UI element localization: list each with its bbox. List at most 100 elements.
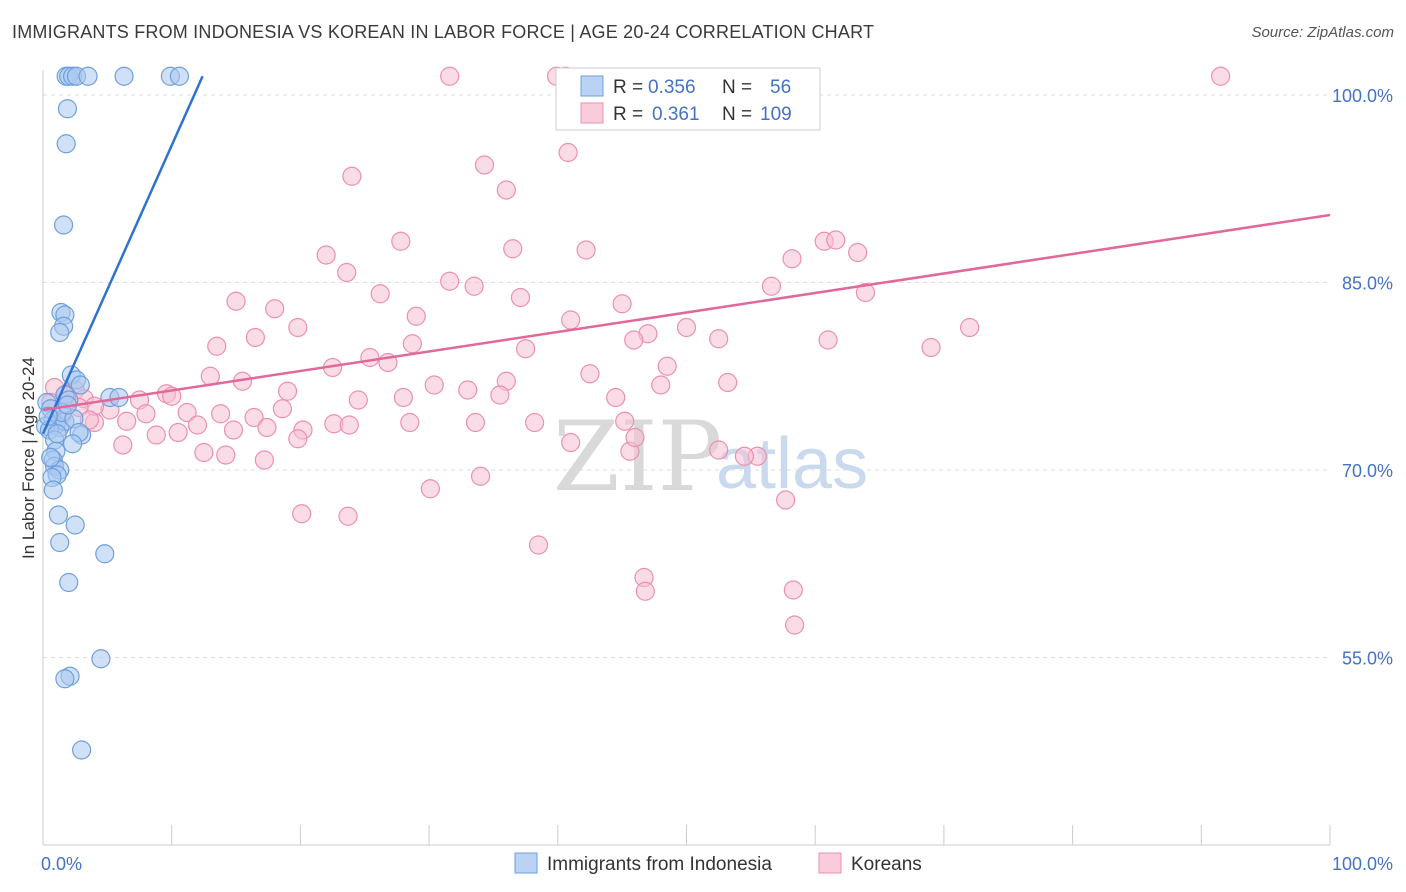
legend-n-value-koreans: 109	[760, 104, 792, 125]
korean-point-34	[207, 336, 227, 356]
korean-point-83	[785, 615, 805, 635]
legend-r-label-indonesia: R =	[613, 77, 643, 98]
indonesia-point-42	[95, 544, 115, 564]
y-tick-label-3: 100.0%	[1332, 86, 1393, 106]
korean-point-53	[211, 404, 231, 424]
korean-point-40	[624, 330, 644, 350]
korean-point-30	[676, 317, 697, 338]
indonesia-point-53	[47, 424, 67, 444]
korean-point-0	[440, 66, 460, 86]
korean-point-68	[146, 425, 166, 445]
korean-point-62	[187, 415, 208, 435]
korean-point-33	[921, 337, 941, 358]
korean-point-9	[503, 239, 523, 259]
korean-point-105	[606, 387, 626, 408]
korean-point-92	[561, 432, 581, 453]
indonesia-point-39	[48, 505, 69, 525]
korean-point-31	[709, 329, 729, 349]
korean-point-5	[474, 155, 495, 175]
korean-point-104	[490, 385, 510, 405]
indonesia-point-5	[114, 66, 134, 86]
korean-point-109	[348, 390, 368, 410]
indonesia-point-43	[59, 572, 79, 593]
indonesia-point-54	[63, 434, 83, 454]
korean-point-76	[470, 466, 491, 486]
korean-point-12	[782, 249, 802, 269]
legend-bottom-swatch-koreans	[818, 852, 842, 874]
indonesia-point-10	[53, 215, 74, 235]
legend-r-value-koreans: 0.361	[652, 104, 700, 125]
korean-point-71	[254, 450, 274, 470]
korean-point-65	[288, 429, 308, 449]
indonesia-point-55	[41, 447, 61, 468]
legend-swatch-koreans	[580, 102, 604, 124]
korean-point-26	[265, 299, 285, 319]
legend-bottom-label-indonesia: Immigrants from Indonesia	[547, 854, 772, 875]
x-tick-marks	[42, 825, 1331, 845]
korean-point-82	[783, 580, 803, 600]
korean-point-63	[223, 420, 244, 440]
koreans-points	[41, 66, 1231, 635]
korean-point-72	[339, 415, 359, 435]
korean-point-91	[625, 427, 645, 448]
korean-point-77	[292, 504, 312, 524]
y-tick-label-1: 70.0%	[1342, 461, 1393, 481]
korean-point-89	[615, 411, 635, 431]
indonesia-point-17	[70, 375, 90, 395]
korean-point-54	[244, 407, 264, 428]
legend-r-label-koreans: R =	[613, 104, 643, 125]
korean-point-25	[226, 291, 246, 311]
x-tick-labels: 0.0% 100.0%	[41, 854, 1393, 874]
korean-trend-line	[42, 213, 1331, 412]
korean-point-48	[458, 380, 478, 400]
korean-point-23	[855, 282, 875, 303]
y-tick-label-0: 55.0%	[1342, 649, 1393, 669]
korean-point-41	[657, 356, 677, 376]
korean-point-59	[117, 411, 137, 431]
korean-point-4	[558, 142, 578, 163]
korean-point-69	[194, 442, 214, 463]
watermark: ZIP atlas	[553, 401, 868, 513]
korean-point-36	[288, 317, 308, 338]
trend-lines	[41, 75, 1331, 435]
korean-point-14	[826, 230, 846, 250]
indonesia-point-7	[169, 66, 190, 86]
indonesia-points	[35, 66, 190, 760]
chart-title: IMMIGRANTS FROM INDONESIA VS KOREAN IN L…	[12, 22, 875, 42]
korean-point-39	[516, 339, 536, 359]
korean-point-107	[651, 375, 671, 395]
korean-point-21	[612, 294, 632, 314]
korean-point-19	[464, 276, 484, 296]
legend-r-value-indonesia: 0.356	[648, 77, 696, 98]
korean-point-75	[420, 479, 440, 499]
korean-point-8	[391, 231, 411, 251]
korean-point-108	[580, 364, 600, 384]
korean-point-84	[775, 490, 796, 510]
korean-point-28	[561, 310, 581, 330]
korean-point-106	[718, 372, 738, 393]
korean-point-73	[400, 412, 420, 433]
korean-point-38	[402, 334, 422, 354]
korean-point-24	[960, 317, 980, 338]
korean-point-22	[761, 276, 782, 296]
korean-point-10	[576, 240, 596, 260]
korean-point-20	[510, 287, 531, 308]
korean-point-55	[272, 399, 292, 419]
korean-point-87	[734, 446, 755, 466]
korean-point-70	[216, 445, 236, 465]
korean-point-86	[709, 440, 729, 460]
x-tick-label-1: 100.0%	[1332, 854, 1393, 874]
korean-point-37	[360, 347, 380, 368]
watermark-zip: ZIP	[553, 401, 722, 513]
korean-point-47	[393, 387, 413, 408]
korean-point-3	[1211, 66, 1231, 86]
korean-point-60	[136, 404, 156, 424]
legend-swatch-indonesia	[580, 75, 604, 97]
korean-point-45	[277, 381, 298, 401]
korean-point-27	[406, 306, 426, 326]
korean-point-35	[245, 327, 265, 348]
indonesia-point-46	[55, 669, 75, 689]
korean-point-90	[525, 412, 545, 433]
y-axis-label: In Labor Force | Age 20-24	[19, 357, 38, 559]
korean-point-103	[424, 375, 444, 395]
